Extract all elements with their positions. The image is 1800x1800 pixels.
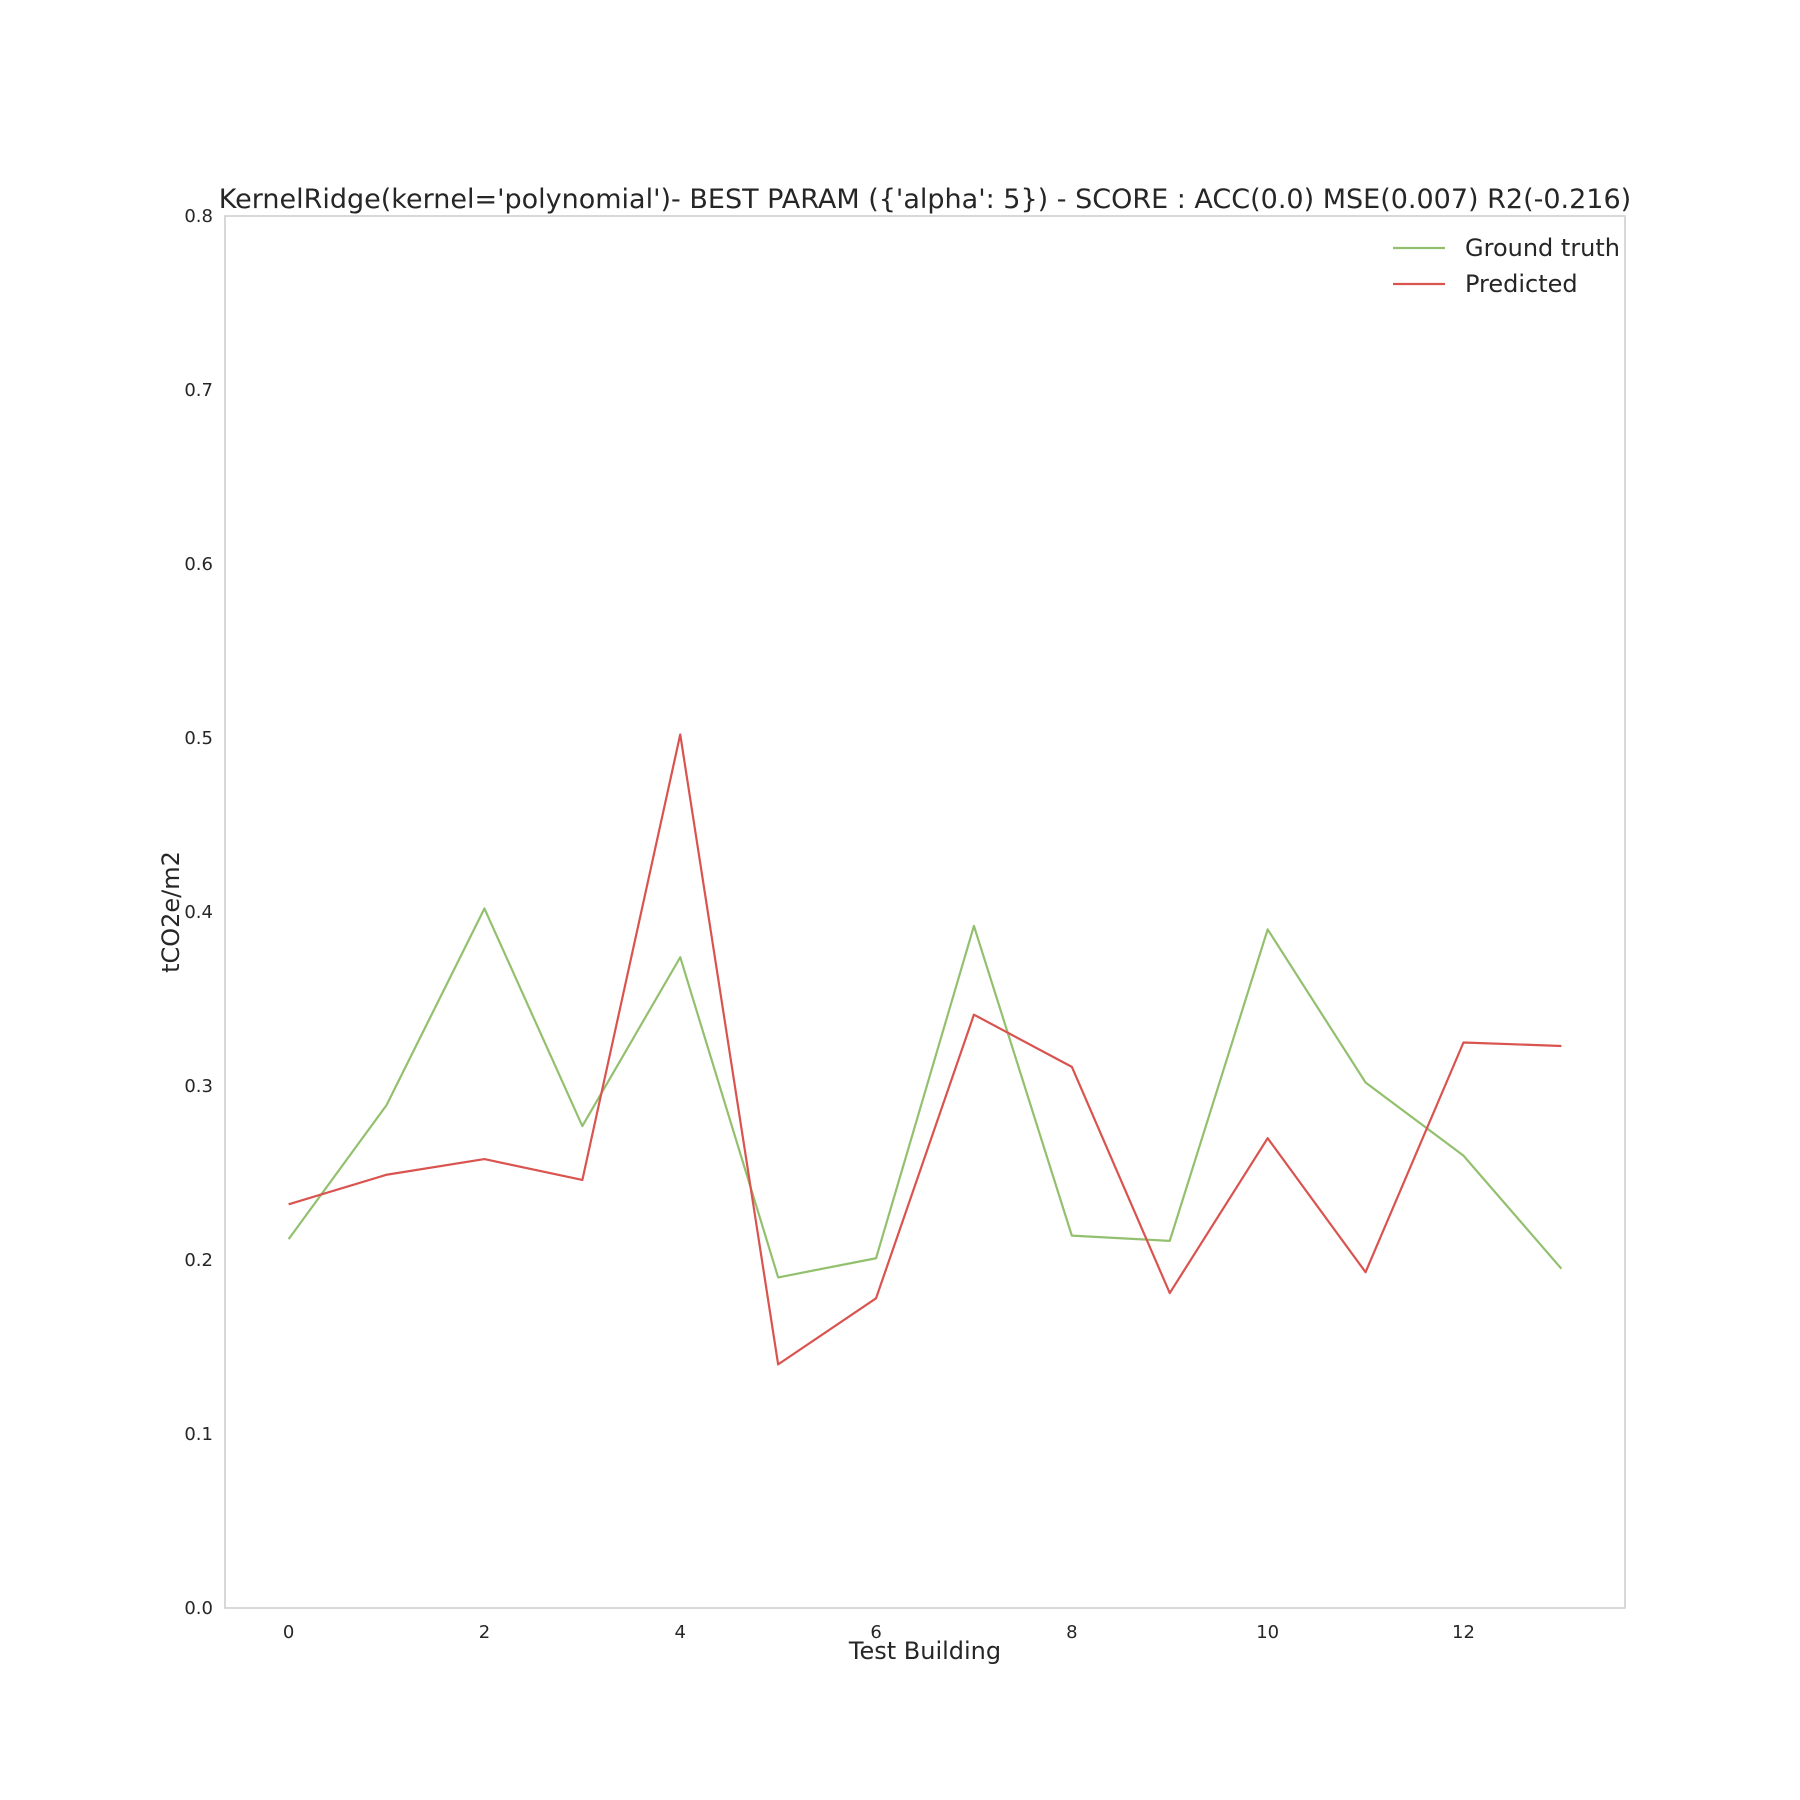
chart-title: KernelRidge(kernel='polynomial')- BEST P…: [219, 184, 1631, 215]
x-tick-label: 0: [283, 1622, 294, 1643]
legend-label-ground-truth: Ground truth: [1465, 234, 1620, 262]
x-tick-label: 4: [675, 1622, 686, 1643]
y-tick-label: 0.5: [184, 728, 213, 749]
x-tick-label: 12: [1452, 1622, 1475, 1643]
y-tick-label: 0.2: [184, 1250, 213, 1271]
x-axis-ticks: 0 2 4 6 8 10 12: [283, 1622, 1475, 1643]
y-tick-label: 0.3: [184, 1076, 213, 1097]
y-tick-label: 0.1: [184, 1424, 213, 1445]
legend: Ground truth Predicted: [1393, 234, 1620, 298]
y-tick-label: 0.4: [184, 902, 213, 923]
x-tick-label: 6: [870, 1622, 881, 1643]
y-tick-label: 0.7: [184, 380, 213, 401]
x-tick-label: 10: [1256, 1622, 1279, 1643]
y-tick-label: 0.8: [184, 206, 213, 227]
legend-label-predicted: Predicted: [1465, 270, 1578, 298]
x-axis-label: Test Building: [848, 1637, 1001, 1665]
y-axis-ticks: 0.0 0.1 0.2 0.3 0.4 0.5 0.6 0.7 0.8: [184, 206, 213, 1619]
x-tick-label: 8: [1066, 1622, 1077, 1643]
series-line-predicted: [288, 733, 1562, 1366]
y-tick-label: 0.0: [184, 1598, 213, 1619]
plot-area: [224, 215, 1626, 1609]
x-tick-label: 2: [479, 1622, 490, 1643]
series-lines: [287, 733, 1563, 1366]
series-line-ground-truth: [287, 907, 1563, 1279]
y-axis-label: tCO2e/m2: [157, 851, 185, 973]
y-tick-label: 0.6: [184, 554, 213, 575]
